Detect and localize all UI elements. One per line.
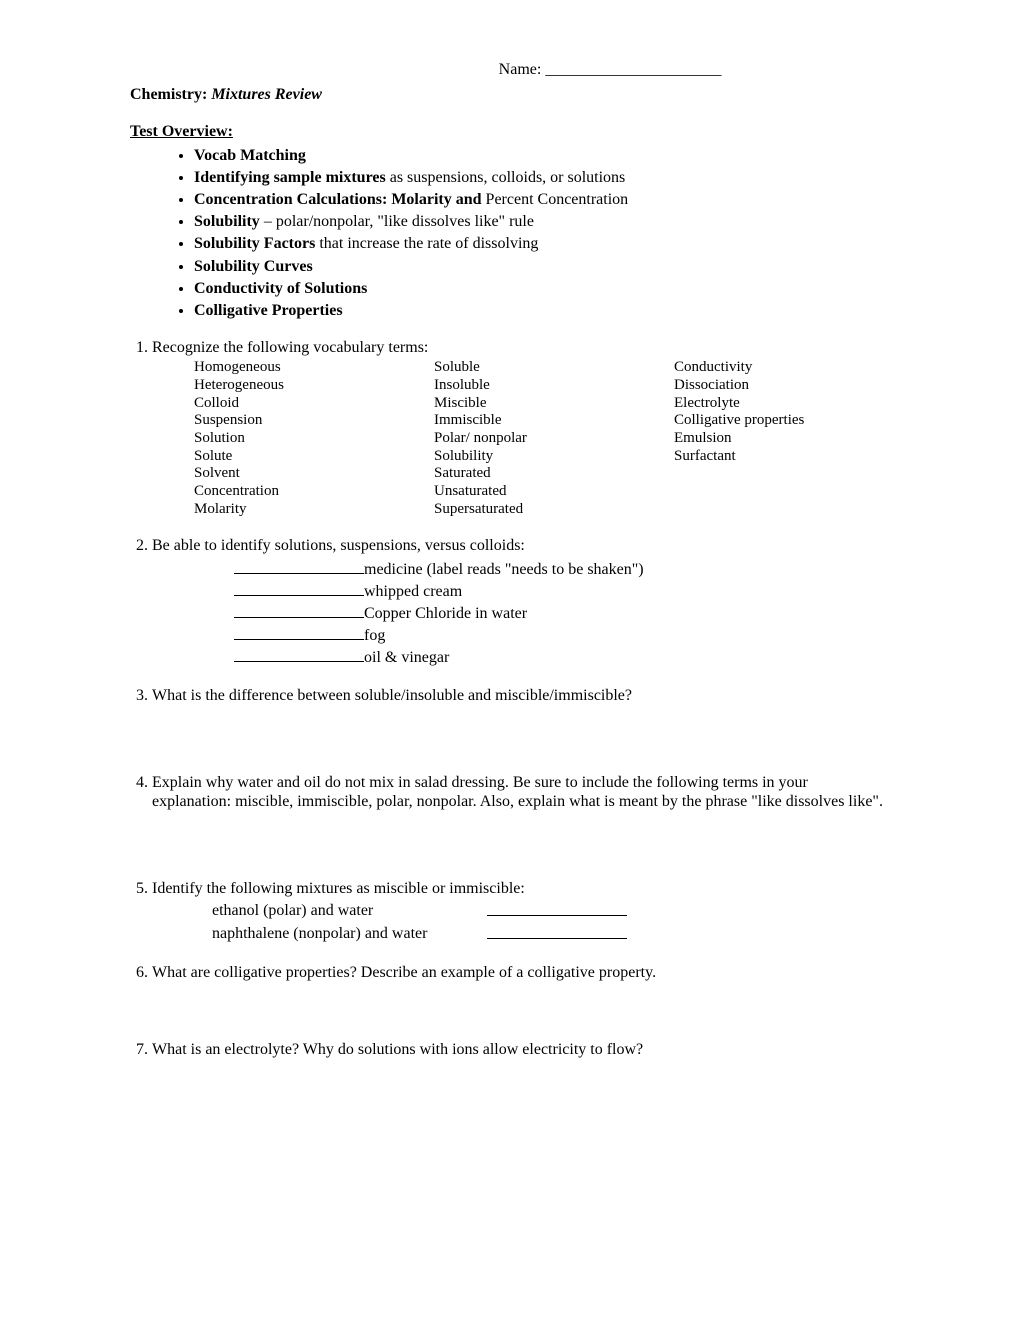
identify-row: oil & vinegar <box>234 646 890 668</box>
question-4: Explain why water and oil do not mix in … <box>152 773 890 861</box>
vocab-term: Dissociation <box>674 377 874 395</box>
vocab-term: Solute <box>194 448 434 466</box>
vocab-term: Molarity <box>194 501 434 519</box>
vocab-col-2: Soluble Insoluble Miscible Immiscible Po… <box>434 359 674 518</box>
miscible-label: ethanol (polar) and water <box>212 900 467 922</box>
vocab-term: Electrolyte <box>674 395 874 413</box>
vocab-term: Miscible <box>434 395 674 413</box>
bullet-item: Solubility Curves <box>194 257 890 276</box>
question-7: What is an electrolyte? Why do solutions… <box>152 1040 890 1059</box>
bullet-item: Solubility Factors that increase the rat… <box>194 234 890 253</box>
subject-label: Chemistry: <box>130 86 211 103</box>
bullet-item: Solubility – polar/nonpolar, "like disso… <box>194 212 890 231</box>
overview-header: Test Overview: <box>130 122 890 141</box>
vocab-term: Unsaturated <box>434 483 674 501</box>
vocab-col-1: Homogeneous Heterogeneous Colloid Suspen… <box>194 359 434 518</box>
vocab-term: Heterogeneous <box>194 377 434 395</box>
answer-blank[interactable] <box>487 900 627 916</box>
answer-blank[interactable] <box>234 558 364 574</box>
question-6: What are colligative properties? Describ… <box>152 963 890 1022</box>
vocab-term: Supersaturated <box>434 501 674 519</box>
vocab-term: Immiscible <box>434 412 674 430</box>
document-title: Chemistry: Mixtures Review <box>130 85 890 104</box>
vocab-term: Emulsion <box>674 430 874 448</box>
vocab-term: Insoluble <box>434 377 674 395</box>
q2-prompt: Be able to identify solutions, suspensio… <box>152 537 525 554</box>
miscible-row: naphthalene (nonpolar) and water <box>212 923 890 945</box>
vocab-term: Concentration <box>194 483 434 501</box>
identify-list: medicine (label reads "needs to be shake… <box>234 558 890 668</box>
answer-blank[interactable] <box>234 646 364 662</box>
identify-row: fog <box>234 624 890 646</box>
bullet-item: Concentration Calculations: Molarity and… <box>194 190 890 209</box>
question-2: Be able to identify solutions, suspensio… <box>152 536 890 667</box>
vocab-term: Solvent <box>194 465 434 483</box>
identify-row: Copper Chloride in water <box>234 602 890 624</box>
miscible-label: naphthalene (nonpolar) and water <box>212 923 467 945</box>
miscible-row: ethanol (polar) and water <box>212 900 890 922</box>
vocab-term: Soluble <box>434 359 674 377</box>
answer-blank[interactable] <box>234 602 364 618</box>
vocab-term: Suspension <box>194 412 434 430</box>
vocab-term: Solution <box>194 430 434 448</box>
vocab-term: Polar/ nonpolar <box>434 430 674 448</box>
vocab-col-3: Conductivity Dissociation Electrolyte Co… <box>674 359 874 518</box>
name-field: Name: ______________________ <box>330 60 890 79</box>
identify-row: whipped cream <box>234 580 890 602</box>
question-list: Recognize the following vocabulary terms… <box>130 338 890 1059</box>
bullet-item: Vocab Matching <box>194 146 890 165</box>
question-1: Recognize the following vocabulary terms… <box>152 338 890 518</box>
answer-blank[interactable] <box>234 624 364 640</box>
miscible-list: ethanol (polar) and water naphthalene (n… <box>212 900 890 945</box>
q1-prompt: Recognize the following vocabulary terms… <box>152 339 428 356</box>
answer-blank[interactable] <box>487 923 627 939</box>
question-5: Identify the following mixtures as misci… <box>152 879 890 945</box>
vocab-term: Colligative properties <box>674 412 874 430</box>
identify-row: medicine (label reads "needs to be shake… <box>234 558 890 580</box>
q4-prompt: Explain why water and oil do not mix in … <box>152 774 883 810</box>
vocab-term: Saturated <box>434 465 674 483</box>
vocab-term: Colloid <box>194 395 434 413</box>
answer-blank[interactable] <box>234 580 364 596</box>
vocab-term: Homogeneous <box>194 359 434 377</box>
bullet-item: Conductivity of Solutions <box>194 279 890 298</box>
overview-bullets: Vocab Matching Identifying sample mixtur… <box>130 146 890 321</box>
vocab-columns: Homogeneous Heterogeneous Colloid Suspen… <box>194 359 890 518</box>
bullet-item: Colligative Properties <box>194 301 890 320</box>
vocab-term: Solubility <box>434 448 674 466</box>
q7-prompt: What is an electrolyte? Why do solutions… <box>152 1041 643 1058</box>
q3-prompt: What is the difference between soluble/i… <box>152 687 632 704</box>
topic-label: Mixtures Review <box>211 86 322 103</box>
vocab-term: Conductivity <box>674 359 874 377</box>
q6-prompt: What are colligative properties? Describ… <box>152 964 656 981</box>
vocab-term: Surfactant <box>674 448 874 466</box>
q5-prompt: Identify the following mixtures as misci… <box>152 880 525 897</box>
bullet-item: Identifying sample mixtures as suspensio… <box>194 168 890 187</box>
question-3: What is the difference between soluble/i… <box>152 686 890 755</box>
